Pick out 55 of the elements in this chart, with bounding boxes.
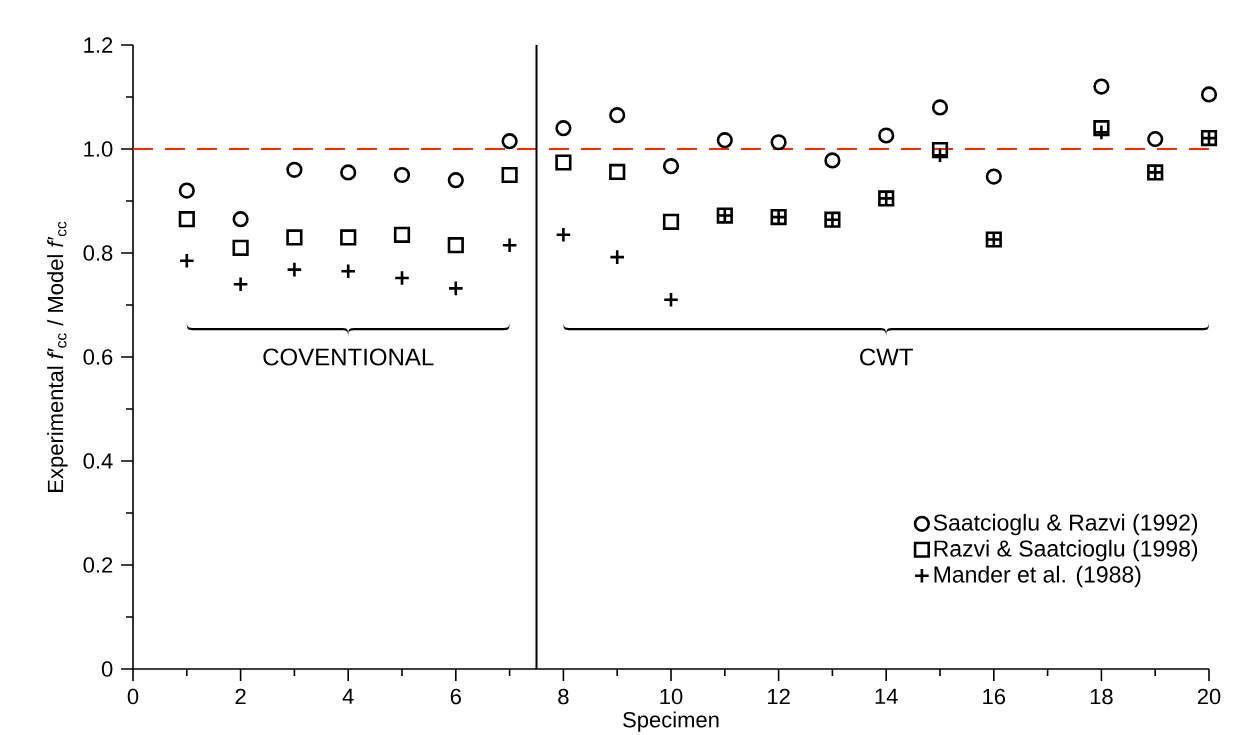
point — [931, 99, 949, 116]
point — [447, 237, 464, 254]
annotation: COVENTIONAL — [263, 348, 434, 366]
legend-label: Saatcioglu & Razvi (1992) — [933, 513, 1198, 536]
x-tick-label: 14 — [875, 688, 898, 704]
legend-label: Mander et al. (1988) — [934, 565, 1141, 588]
x-tick-label: 6 — [450, 688, 461, 705]
point — [340, 229, 357, 246]
y-tick-label: 0.8 — [83, 245, 113, 261]
point — [824, 152, 841, 169]
point — [393, 226, 411, 243]
point — [770, 134, 787, 151]
legend-label: Razvi & Saatcioglu (1998) — [934, 539, 1198, 562]
x-tick-label: 12 — [768, 688, 790, 705]
point — [1093, 78, 1110, 95]
point — [178, 211, 195, 228]
point — [555, 120, 572, 137]
point — [985, 168, 1002, 185]
y-tick-label: 0.6 — [83, 349, 113, 365]
y-tick-label: 0.2 — [83, 557, 113, 573]
y-tick-label: 1.0 — [84, 141, 113, 157]
y-axis-title: Experimental f′$_{cc}$ / Model f′$_{cc}$ — [47, 221, 68, 492]
point — [609, 163, 626, 180]
x-tick-label: 20 — [1197, 688, 1221, 705]
x-axis-title: Specimen — [623, 711, 719, 732]
point — [501, 133, 518, 150]
x-tick-label: 2 — [235, 688, 246, 705]
x-tick-label: 4 — [342, 688, 354, 704]
point — [501, 166, 518, 184]
point — [716, 132, 733, 149]
point — [286, 229, 303, 246]
point — [178, 182, 195, 199]
point — [878, 127, 895, 144]
point — [662, 158, 680, 175]
point — [555, 154, 572, 171]
point — [340, 164, 357, 181]
y-tick-label: 1.2 — [84, 37, 113, 53]
x-tick-label: 8 — [558, 688, 569, 705]
point — [1200, 86, 1218, 103]
x-tick-label: 16 — [983, 688, 1006, 705]
annotation: CWT — [860, 348, 913, 366]
point — [609, 107, 626, 124]
point — [662, 213, 680, 230]
point — [1147, 131, 1164, 148]
point — [232, 211, 249, 228]
point — [447, 172, 464, 189]
y-tick-label: 0 — [101, 661, 113, 677]
x-tick-label: 0 — [127, 688, 139, 705]
y-tick-label: 0.4 — [83, 453, 113, 469]
x-tick-label: 10 — [660, 688, 683, 705]
point — [286, 161, 303, 178]
point — [393, 166, 411, 184]
point — [1093, 120, 1110, 137]
point — [232, 239, 249, 256]
x-tick-label: 18 — [1090, 688, 1113, 705]
